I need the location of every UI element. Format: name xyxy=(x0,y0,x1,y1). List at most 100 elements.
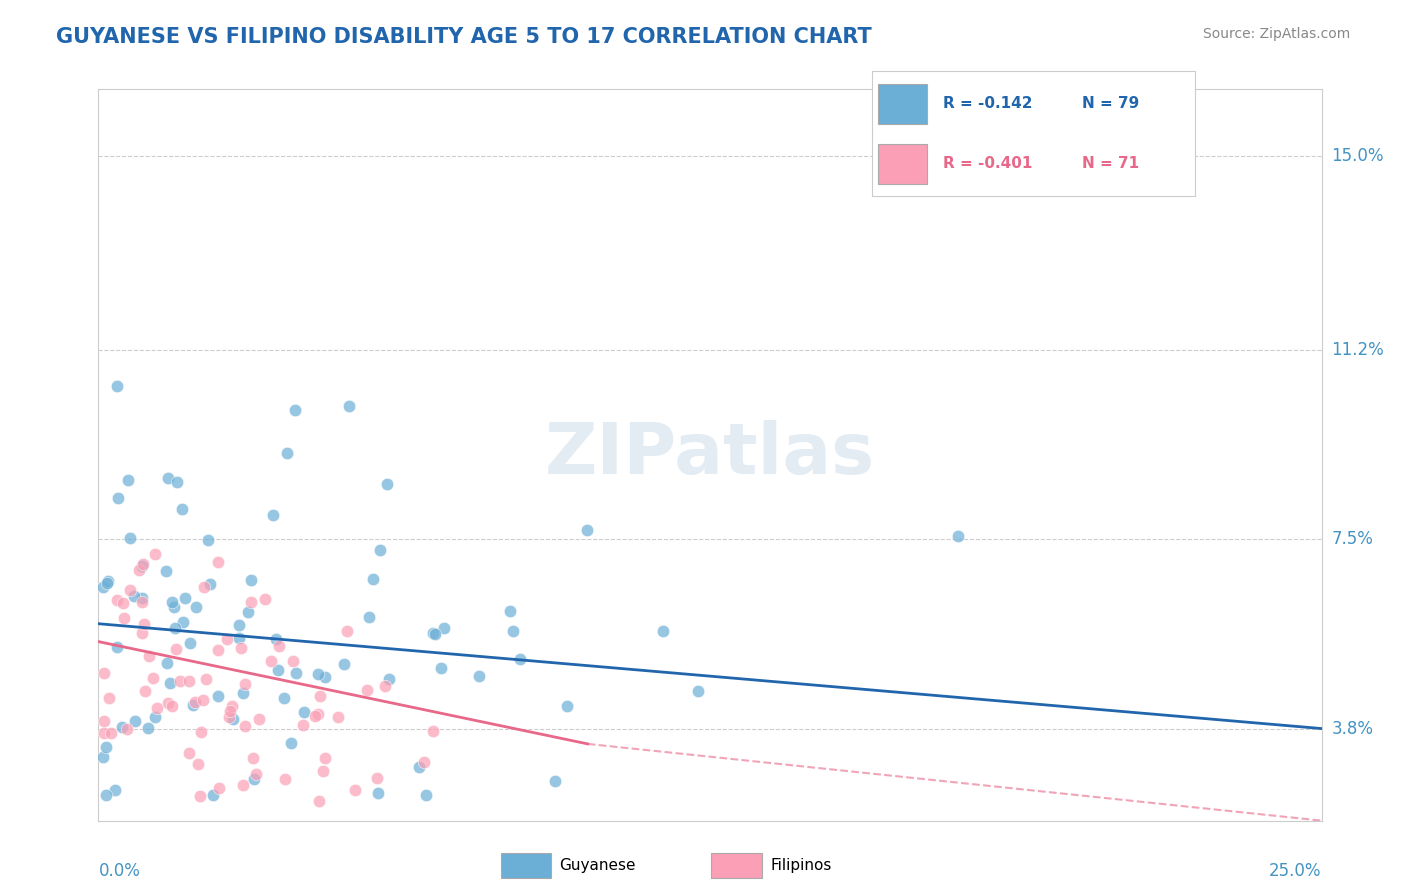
Point xyxy=(208,781,231,796)
Point xyxy=(499,604,522,618)
Point xyxy=(425,627,447,641)
Point xyxy=(240,574,263,588)
Point xyxy=(218,710,240,724)
Point xyxy=(291,718,314,732)
FancyBboxPatch shape xyxy=(501,853,551,878)
Point xyxy=(188,789,211,803)
Point xyxy=(336,624,359,638)
Point xyxy=(228,617,250,632)
Point xyxy=(266,632,288,646)
Point xyxy=(183,695,205,709)
Point xyxy=(526,823,548,838)
Point xyxy=(363,572,385,586)
Point xyxy=(179,636,201,650)
Point xyxy=(96,788,118,802)
Point xyxy=(415,788,437,802)
Point xyxy=(198,577,221,591)
Point xyxy=(97,574,120,588)
Point xyxy=(422,625,444,640)
Point xyxy=(142,671,165,685)
Point xyxy=(118,582,141,597)
Point xyxy=(273,690,295,705)
Point xyxy=(308,794,330,808)
Text: GUYANESE VS FILIPINO DISABILITY AGE 5 TO 17 CORRELATION CHART: GUYANESE VS FILIPINO DISABILITY AGE 5 TO… xyxy=(56,27,872,46)
Point xyxy=(155,564,177,578)
Point xyxy=(112,596,135,610)
Text: 15.0%: 15.0% xyxy=(1331,146,1384,165)
Point xyxy=(193,693,215,707)
Point xyxy=(576,523,599,537)
Point xyxy=(194,672,217,686)
Point xyxy=(197,533,219,547)
Point xyxy=(105,592,128,607)
Point xyxy=(174,591,197,605)
Point xyxy=(276,446,298,460)
Point xyxy=(314,670,336,684)
Text: Filipinos: Filipinos xyxy=(770,858,832,872)
Point xyxy=(430,661,453,675)
Text: R = -0.142: R = -0.142 xyxy=(943,96,1032,112)
Point xyxy=(100,726,122,740)
Point xyxy=(187,757,209,772)
Point xyxy=(132,558,155,572)
Point xyxy=(337,399,360,413)
Point xyxy=(163,599,186,614)
Point xyxy=(284,403,307,417)
Point xyxy=(242,751,264,765)
Point xyxy=(181,698,204,713)
Point xyxy=(242,772,264,787)
Point xyxy=(207,555,229,569)
Point xyxy=(105,640,128,654)
Point xyxy=(273,772,295,786)
Text: 7.5%: 7.5% xyxy=(1331,531,1374,549)
Point xyxy=(184,600,207,615)
Text: Guyanese: Guyanese xyxy=(560,858,636,872)
Point xyxy=(93,714,115,728)
Point xyxy=(134,616,156,631)
Point xyxy=(367,786,389,800)
Point xyxy=(413,756,436,770)
Text: R = -0.401: R = -0.401 xyxy=(943,156,1032,171)
Text: Source: ZipAtlas.com: Source: ZipAtlas.com xyxy=(1202,27,1350,41)
Point xyxy=(215,632,238,647)
Point xyxy=(343,782,366,797)
FancyBboxPatch shape xyxy=(879,84,927,124)
Point xyxy=(378,673,401,687)
Point xyxy=(162,595,184,609)
Point xyxy=(105,379,128,393)
Point xyxy=(170,501,193,516)
Point xyxy=(267,663,290,677)
Point xyxy=(112,611,135,625)
Point xyxy=(292,706,315,720)
Point xyxy=(128,563,150,577)
Point xyxy=(122,589,145,603)
Point xyxy=(177,674,200,689)
Point xyxy=(156,656,179,670)
Point xyxy=(138,648,160,663)
Point xyxy=(136,721,159,735)
Point xyxy=(207,643,229,657)
Point xyxy=(232,686,254,700)
Point xyxy=(374,679,396,693)
Point xyxy=(207,689,229,703)
Point xyxy=(375,476,398,491)
Text: N = 71: N = 71 xyxy=(1083,156,1139,171)
Point xyxy=(233,719,256,733)
Point xyxy=(312,764,335,778)
Point xyxy=(201,788,224,802)
Text: ZIPatlas: ZIPatlas xyxy=(546,420,875,490)
Point xyxy=(91,749,114,764)
Point xyxy=(193,580,215,594)
Point xyxy=(131,595,153,609)
Point xyxy=(179,746,201,760)
Point xyxy=(159,676,181,690)
Point xyxy=(172,615,194,630)
Point xyxy=(946,529,969,543)
Point xyxy=(93,666,115,681)
Point xyxy=(308,689,330,703)
Point xyxy=(117,473,139,487)
Point xyxy=(366,771,388,785)
Point xyxy=(165,621,187,635)
Text: 25.0%: 25.0% xyxy=(1270,862,1322,880)
Point xyxy=(555,698,578,713)
